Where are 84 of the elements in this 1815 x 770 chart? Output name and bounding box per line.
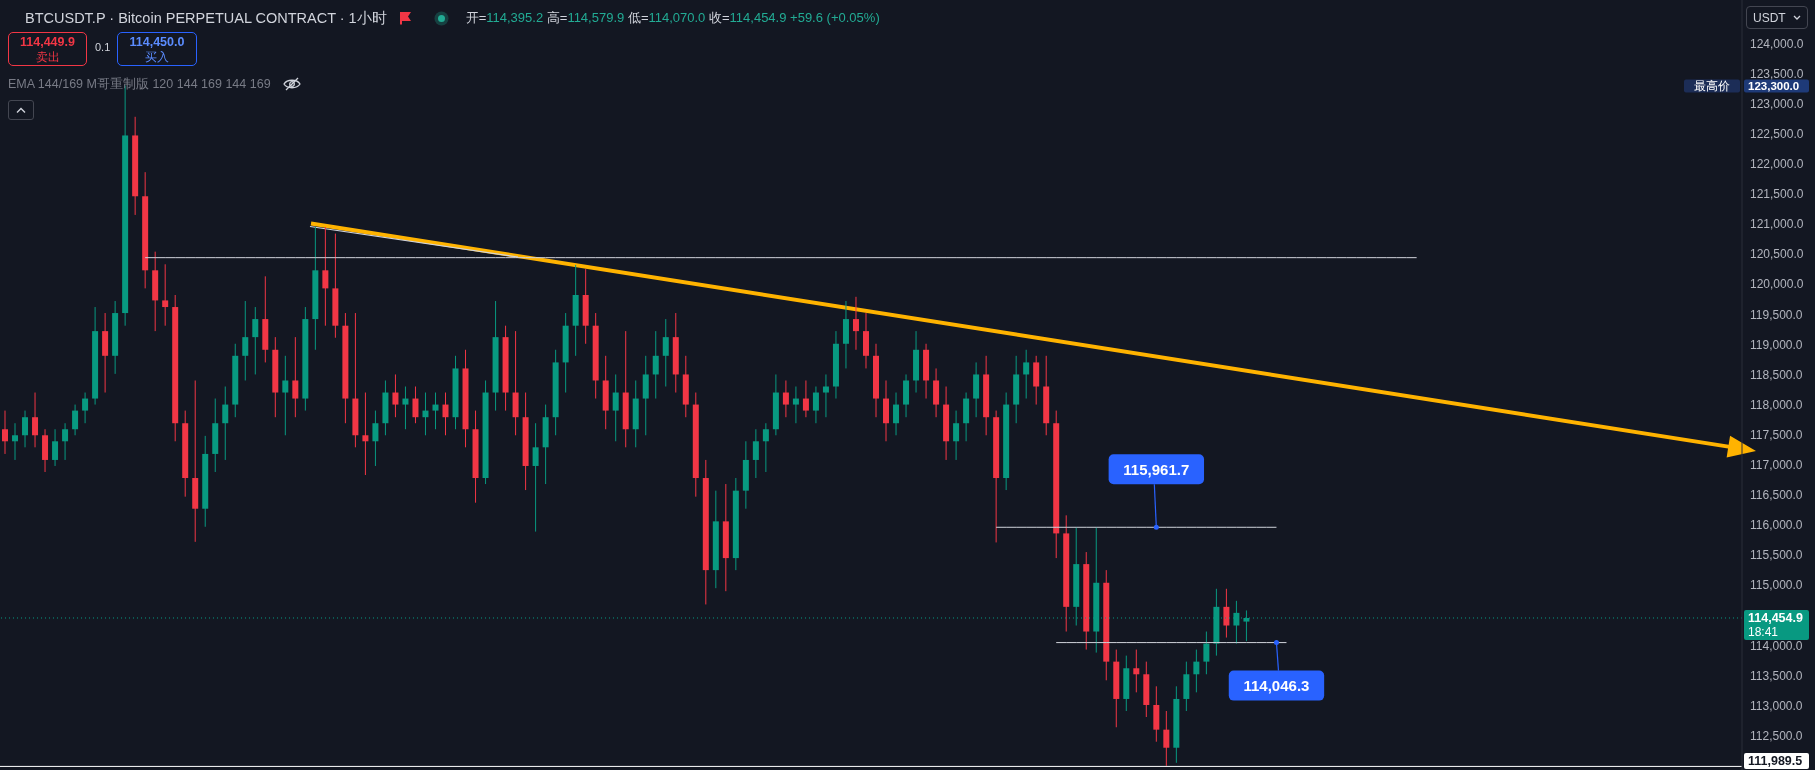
candlestick [52,428,59,467]
text: 开=114,395.2 高=114,579.9 低=114,070.0 收=114,454.9 +59.6 (+0.05%) [465,10,880,25]
y-tick-label: 119,000.0 [1750,337,1803,352]
y-tick-label: 117,000.0 [1750,458,1803,473]
ref-line-label: 111,989.5 [1748,754,1803,768]
y-tick-label: 115,500.0 [1750,548,1803,563]
data-label: 114,046.3 [1243,677,1310,695]
ref-line-label: 114,454.9 [1748,610,1803,625]
candlestick [752,428,759,479]
candlestick [362,392,369,476]
y-tick-label: 116,000.0 [1750,518,1803,533]
candlestick [162,263,169,327]
candlestick [893,392,900,436]
candlestick [422,392,429,436]
candlestick [802,379,809,418]
currency-dropdown: USDT [1746,6,1808,29]
candlestick [412,386,419,424]
candlestick [322,226,329,327]
candlestick [1223,588,1230,639]
candlestick [392,373,399,418]
candlestick [62,422,69,461]
y-tick-label: 113,500.0 [1750,668,1803,683]
y-tick-label: 116,500.0 [1750,488,1803,503]
annotation: 最高价 [1694,78,1730,92]
candlestick [12,422,19,461]
y-tick-label: 122,500.0 [1750,126,1804,141]
candlestick [252,306,259,375]
y-tick-label: 115,000.0 [1750,578,1803,593]
annotation: 114,449.9 [20,34,75,50]
y-tick-label: 123,500.0 [1750,66,1804,81]
candlestick [652,330,659,400]
candlestick [1193,649,1200,693]
candlestick [242,300,249,381]
candlestick [662,318,669,388]
candlestick [782,379,789,418]
y-tick-label: 119,500.0 [1750,307,1803,322]
annotation: 买入 [145,49,169,64]
candlestick [402,386,409,430]
y-tick-label: 123,000.0 [1750,96,1804,111]
candlestick [222,386,229,461]
y-tick-label: 118,000.0 [1750,397,1803,412]
candlestick [292,336,299,418]
candlestick [1023,349,1030,400]
text: 123,300.0 [1748,79,1800,92]
y-tick-label: 121,000.0 [1750,217,1804,232]
annotation: EMA 144/169 M哥重制版 120 144 169 144 169 [8,75,271,93]
annotation: 0.1 [95,41,111,53]
buy-button: 114,450.0 买入 [117,32,197,66]
y-tick-label: 120,500.0 [1750,247,1804,262]
candlestick [612,373,619,442]
candlestick [762,422,769,473]
y-tick-label: 124,000.0 [1750,36,1804,51]
y-tick-label: 118,500.0 [1750,367,1803,382]
candlestick [72,404,79,436]
text: BTCUSDT.P · Bitcoin PERPETUAL CONTRACT · 1小时 [25,8,387,28]
candlestick [442,392,449,436]
sell-button: 114,449.9 卖出 [8,32,87,66]
candlestick [82,392,89,424]
candlestick [432,392,439,430]
annotation: 卖出 [35,49,60,64]
candlestick [282,355,289,436]
candlestick [372,410,379,467]
y-tick-label: 121,500.0 [1750,187,1804,202]
candlestick [953,410,960,461]
candlestick [812,386,819,424]
y-tick-label: 117,500.0 [1750,427,1803,442]
candlestick [1133,649,1140,693]
y-tick-label: 120,000.0 [1750,277,1804,292]
text: 18:41 [1748,624,1779,639]
annotation: 114,450.0 [129,34,185,50]
candlestick [1163,710,1170,767]
data-label: 115,961.7 [1123,460,1190,478]
candlestick [1203,631,1210,675]
y-tick-label: 113,000.0 [1750,698,1803,713]
candlestick [792,386,799,424]
candlestick [852,296,859,351]
y-tick-label: 112,500.0 [1750,728,1803,743]
y-tick-label: 122,000.0 [1750,157,1804,172]
y-tick-label: 114,000.0 [1750,638,1803,653]
candlestick [2,410,8,455]
candlestick [532,422,539,533]
candlestick [22,410,29,448]
candlestick [32,392,39,448]
candlestick [822,373,829,418]
